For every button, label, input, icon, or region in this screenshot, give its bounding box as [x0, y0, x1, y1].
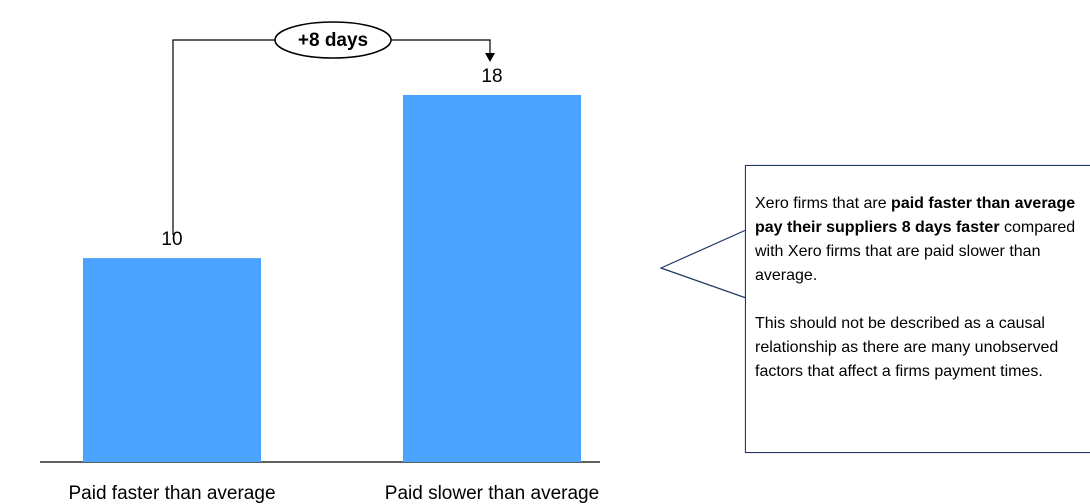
callout-paragraph: This should not be described as a causal… — [755, 315, 1059, 380]
x-tick-label: Paid slower than average — [385, 483, 599, 504]
arrow-head — [485, 53, 495, 62]
annotation-bubble — [274, 21, 392, 59]
bracket-left — [172, 39, 275, 235]
value-label: 18 — [481, 66, 502, 87]
callout-pointer — [659, 229, 747, 299]
bracket-right — [391, 39, 491, 54]
bar — [83, 258, 261, 462]
callout-paragraph: Xero firms that are paid faster than ave… — [755, 192, 1090, 288]
callout-text: Xero firms that are paid faster than ave… — [746, 166, 1090, 452]
bold-text: paid faster than average pay their suppl… — [755, 195, 1076, 236]
bar — [403, 95, 581, 462]
annotation: +8 days — [298, 30, 368, 51]
value-label: 10 — [161, 229, 182, 250]
text: Xero firms that are — [755, 195, 892, 212]
text: compared with Xero firms that are paid s… — [755, 219, 1076, 284]
x-tick-label: Paid faster than average — [68, 483, 275, 504]
